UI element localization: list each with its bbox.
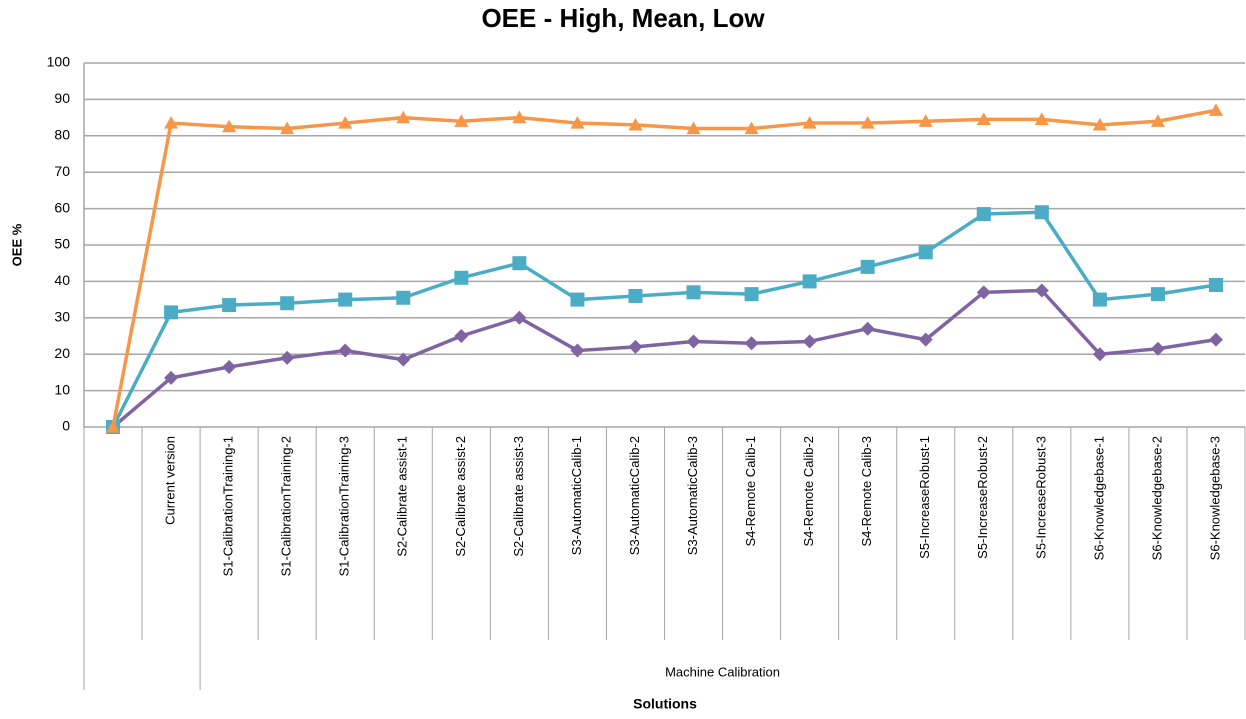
marker xyxy=(1092,347,1107,362)
y-tick-label: 20 xyxy=(54,345,70,361)
marker xyxy=(744,336,759,351)
group-label: Machine Calibration xyxy=(665,664,780,679)
marker xyxy=(512,256,527,271)
marker xyxy=(1150,341,1165,356)
marker xyxy=(338,343,353,358)
marker xyxy=(512,310,527,325)
marker xyxy=(1092,117,1107,131)
marker xyxy=(570,292,585,307)
marker xyxy=(918,332,933,347)
marker xyxy=(222,298,237,313)
marker xyxy=(744,121,759,135)
marker xyxy=(570,116,585,129)
x-tick-label: S4-Remote Calib-3 xyxy=(859,436,874,547)
marker xyxy=(454,270,469,285)
marker xyxy=(686,285,701,300)
marker xyxy=(860,321,875,336)
marker xyxy=(1208,278,1223,293)
marker xyxy=(976,112,991,126)
marker xyxy=(454,114,469,127)
marker xyxy=(280,121,295,135)
x-tick-label: S4-Remote Calib-2 xyxy=(801,436,816,547)
chart-title: OEE - High, Mean, Low xyxy=(481,3,765,33)
marker xyxy=(686,121,701,135)
marker xyxy=(976,207,991,222)
marker xyxy=(222,119,237,133)
marker xyxy=(1208,332,1223,347)
marker xyxy=(106,420,121,433)
x-tick-label: S5-IncreaseRobust-2 xyxy=(975,436,990,559)
marker xyxy=(976,285,991,300)
marker xyxy=(280,296,295,311)
marker xyxy=(686,334,701,349)
marker xyxy=(1034,283,1049,298)
x-tick-label: S3-AutomaticCalib-1 xyxy=(569,436,584,555)
x-tick-label: S2-Calibrate assist-3 xyxy=(511,436,526,557)
y-tick-label: 100 xyxy=(47,54,71,70)
marker xyxy=(744,287,759,302)
marker xyxy=(164,116,179,129)
x-tick-label: S3-AutomaticCalib-2 xyxy=(627,436,642,555)
marker xyxy=(1208,103,1223,116)
y-tick-label: 70 xyxy=(54,163,70,179)
marker xyxy=(1092,292,1107,307)
x-tick-label: S3-AutomaticCalib-3 xyxy=(685,436,700,555)
marker xyxy=(512,110,527,124)
marker xyxy=(570,343,585,358)
marker xyxy=(280,350,295,365)
marker xyxy=(802,116,817,129)
series-line xyxy=(111,108,1217,428)
marker xyxy=(860,116,875,129)
x-tick-label: S1-CalibrationTraining-2 xyxy=(279,436,294,576)
marker xyxy=(396,110,411,124)
series-line xyxy=(111,288,1217,429)
x-tick-label: S2-Calibrate assist-1 xyxy=(395,436,410,557)
x-tick-label: S5-IncreaseRobust-1 xyxy=(917,436,932,559)
marker xyxy=(222,359,237,374)
x-tick-label: S1-CalibrationTraining-3 xyxy=(337,436,352,576)
marker xyxy=(1034,112,1049,126)
marker xyxy=(628,339,643,354)
marker xyxy=(1150,114,1165,127)
x-axis-label: Solutions xyxy=(633,696,697,712)
y-tick-label: 30 xyxy=(54,309,70,325)
marker xyxy=(1150,287,1165,302)
y-tick-label: 10 xyxy=(54,381,70,397)
y-tick-label: 60 xyxy=(54,199,70,215)
y-tick-label: 50 xyxy=(54,236,70,252)
y-tick-label: 80 xyxy=(54,127,70,143)
marker xyxy=(338,116,353,129)
y-tick-label: 0 xyxy=(62,418,70,434)
y-tick-label: 90 xyxy=(54,90,70,106)
marker xyxy=(628,117,643,131)
marker xyxy=(918,245,933,260)
marker xyxy=(628,288,643,303)
marker xyxy=(802,274,817,289)
marker xyxy=(396,352,411,367)
y-axis-label: OEE % xyxy=(9,223,24,266)
x-tick-label: S6-Knowledgebase-3 xyxy=(1207,436,1222,560)
marker xyxy=(918,114,933,127)
marker xyxy=(860,259,875,274)
series-line xyxy=(111,210,1217,428)
marker xyxy=(396,290,411,305)
x-tick-label: S5-IncreaseRobust-3 xyxy=(1033,436,1048,559)
x-tick-label: S6-Knowledgebase-2 xyxy=(1149,436,1164,560)
x-tick-label: S4-Remote Calib-1 xyxy=(743,436,758,547)
marker xyxy=(454,329,469,343)
marker xyxy=(1034,205,1049,220)
y-tick-label: 40 xyxy=(54,272,70,288)
marker xyxy=(164,370,179,385)
marker xyxy=(802,334,817,349)
x-tick-label: Current version xyxy=(163,436,178,525)
marker xyxy=(338,292,353,307)
x-tick-label: S6-Knowledgebase-1 xyxy=(1091,436,1106,560)
x-tick-label: S1-CalibrationTraining-1 xyxy=(221,436,236,576)
marker xyxy=(164,305,179,320)
x-tick-label: S2-Calibrate assist-2 xyxy=(453,436,468,557)
